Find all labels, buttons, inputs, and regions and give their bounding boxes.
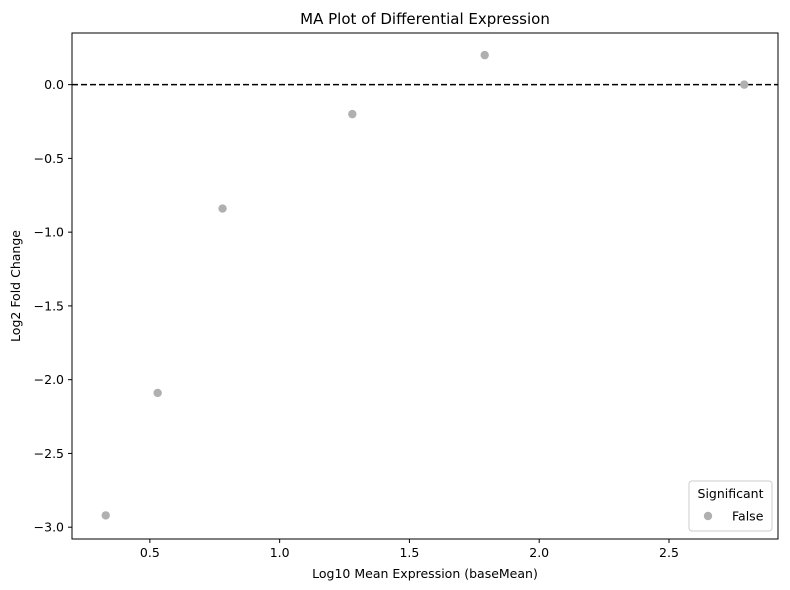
y-tick-label: −2.5 bbox=[34, 446, 64, 461]
x-tick-label: 0.5 bbox=[140, 545, 160, 560]
data-point bbox=[348, 109, 357, 119]
plot-area: 0.5 1.0 1.5 2.0 2.5 0.0 −0.5 −1.0 −1.5 −2.0 −2.5 −3… bbox=[34, 50, 778, 560]
plot-frame bbox=[71, 32, 779, 540]
legend: Significant False bbox=[688, 480, 773, 532]
chart-title: MA Plot of Differential Expression bbox=[300, 10, 550, 28]
y-tick-label: −3.0 bbox=[34, 520, 64, 535]
legend-title: Significant bbox=[698, 486, 764, 501]
data-point bbox=[153, 388, 162, 398]
y-tick-label: −1.0 bbox=[34, 225, 64, 240]
y-tick-label: −2.0 bbox=[34, 372, 64, 387]
x-tick-label: 2.5 bbox=[659, 545, 679, 560]
data-point bbox=[101, 511, 110, 520]
data-point bbox=[218, 204, 227, 213]
x-axis-label: Log10 Mean Expression (baseMean) bbox=[312, 566, 538, 581]
y-tick-label: 0.0 bbox=[44, 77, 64, 92]
legend-marker bbox=[703, 511, 713, 521]
x-tick-label: 2.0 bbox=[529, 545, 549, 560]
x-tick-label: 1.0 bbox=[270, 545, 290, 560]
y-tick-label: −0.5 bbox=[34, 151, 64, 166]
x-tick-label: 1.5 bbox=[399, 545, 419, 560]
data-point bbox=[480, 50, 489, 60]
data-point bbox=[740, 80, 749, 89]
y-tick-label: −1.5 bbox=[34, 298, 64, 313]
y-axis-label: Log2 Fold Change bbox=[8, 230, 23, 342]
legend-entry-label: False bbox=[732, 509, 764, 524]
